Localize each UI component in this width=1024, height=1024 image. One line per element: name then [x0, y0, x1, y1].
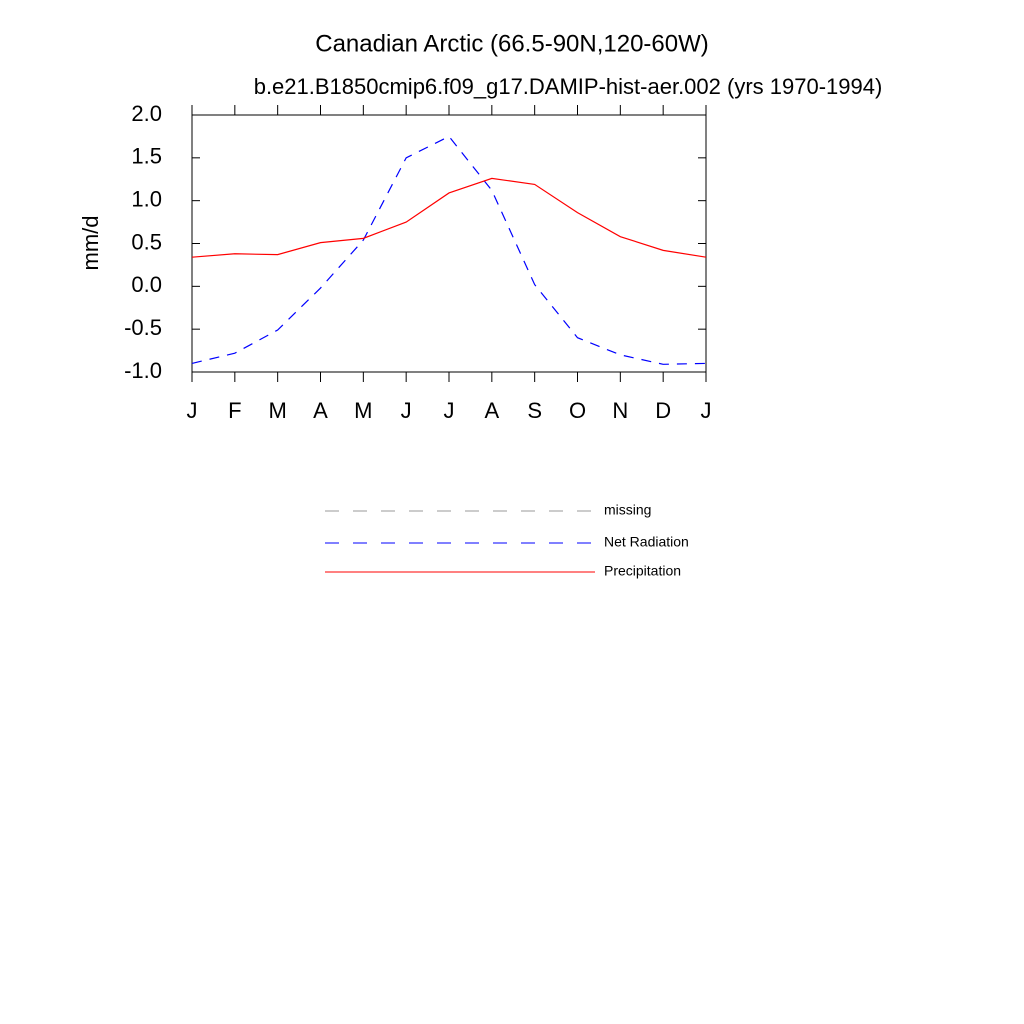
x-tick-label: A: [484, 398, 499, 423]
y-tick-label: 1.5: [131, 144, 162, 169]
x-tick-label: J: [444, 398, 455, 423]
plot-frame: [191, 114, 707, 373]
x-tick-label: A: [313, 398, 328, 423]
x-tick-label: F: [228, 398, 241, 423]
y-tick-label: -0.5: [124, 315, 162, 340]
y-axis-label: mm/d: [78, 216, 103, 271]
y-tick-label: 0.0: [131, 272, 162, 297]
x-tick-label: O: [569, 398, 586, 423]
legend-label: Net Radiation: [604, 534, 689, 550]
y-tick-label: 2.0: [131, 101, 162, 126]
legend-label: missing: [604, 502, 651, 518]
y-tick-label: -1.0: [124, 358, 162, 383]
series-line: [191, 135, 707, 365]
chart-title: Canadian Arctic (66.5-90N,120-60W): [315, 30, 709, 57]
x-tick-label: J: [187, 398, 198, 423]
x-tick-label: N: [612, 398, 628, 423]
y-tick-label: 1.0: [131, 186, 162, 211]
y-tick-label: 0.5: [131, 229, 162, 254]
x-tick-label: J: [401, 398, 412, 423]
series-line: [191, 177, 707, 258]
x-tick-label: J: [701, 398, 712, 423]
x-tick-label: M: [269, 398, 287, 423]
legend-label: Precipitation: [604, 563, 681, 579]
x-tick-label: D: [655, 398, 671, 423]
x-tick-label: M: [354, 398, 372, 423]
chart-subtitle: b.e21.B1850cmip6.f09_g17.DAMIP-hist-aer.…: [254, 74, 883, 99]
x-tick-label: S: [527, 398, 542, 423]
